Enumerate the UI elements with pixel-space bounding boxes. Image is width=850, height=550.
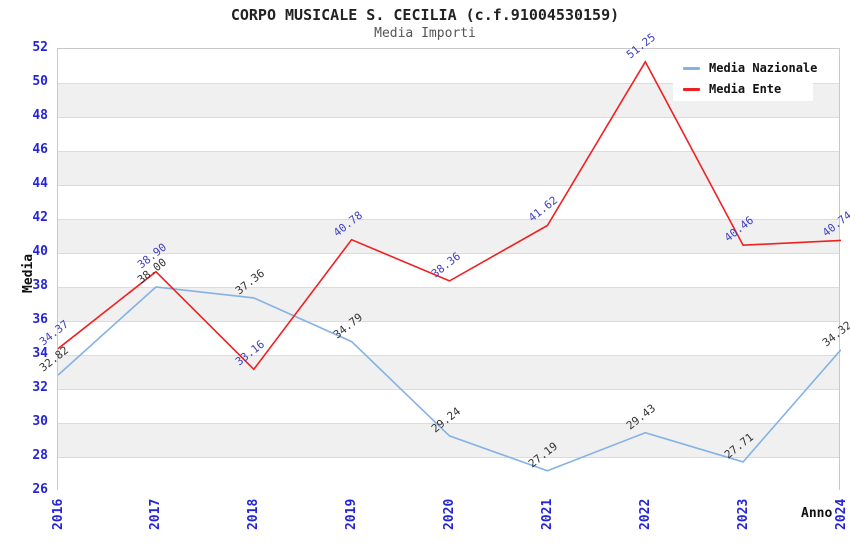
plot-band (58, 321, 839, 355)
y-tick-label: 36 (32, 312, 48, 327)
gridline (58, 321, 839, 322)
y-tick-label: 26 (32, 482, 48, 497)
legend-item-media-ente: Media Ente (683, 82, 813, 96)
x-tick-label: 2022 (637, 498, 653, 530)
series-lines (58, 60, 841, 472)
x-tick-label: 2024 (833, 498, 849, 530)
y-axis-title: Media (21, 253, 36, 293)
plot-band (58, 389, 839, 423)
legend-swatch-icon (683, 87, 700, 91)
y-tick-label: 30 (32, 414, 48, 429)
chart-subtitle: Media Importi (374, 26, 476, 41)
y-tick-label: 46 (32, 142, 48, 157)
x-tick-label: 2019 (344, 498, 360, 530)
x-tick-label: 2021 (539, 498, 555, 530)
plot-band (58, 355, 839, 389)
y-tick-label: 44 (32, 176, 48, 191)
plot-band (58, 185, 839, 219)
gridline (58, 423, 839, 424)
plot-area (57, 48, 841, 491)
plot-band (58, 117, 839, 151)
y-tick-label: 52 (32, 40, 48, 55)
gridline (58, 117, 839, 118)
gridline (58, 185, 839, 186)
gridline (58, 389, 839, 390)
y-tick-label: 34 (32, 346, 48, 361)
x-tick-label: 2016 (50, 498, 66, 530)
gridline (58, 253, 839, 254)
y-tick-label: 28 (32, 448, 48, 463)
y-tick-label: 38 (32, 278, 48, 293)
legend: Media Nazionale Media Ente (673, 56, 817, 101)
gridline (58, 457, 839, 458)
x-tick-label: 2018 (246, 498, 262, 530)
x-axis-title: Anno (801, 506, 833, 521)
y-tick-label: 32 (32, 380, 48, 395)
y-tick-label: 50 (32, 74, 48, 89)
gridline (58, 219, 839, 220)
series-line-media-ente (58, 60, 841, 371)
gridline (58, 355, 839, 356)
series-line-media-nazionale (58, 286, 841, 472)
gridline (58, 287, 839, 288)
y-tick-label: 40 (32, 244, 48, 259)
x-tick-label: 2020 (442, 498, 457, 530)
gridline (58, 151, 839, 152)
y-tick-label: 42 (32, 210, 48, 225)
legend-label: Media Nazionale (709, 61, 818, 75)
y-tick-label: 48 (32, 108, 48, 123)
plot-band (58, 457, 839, 491)
legend-item-media-nazionale: Media Nazionale (683, 61, 817, 75)
plot-band (58, 219, 839, 253)
legend-swatch-icon (683, 66, 700, 70)
gridline (58, 83, 839, 84)
chart-title: CORPO MUSICALE S. CECILIA (c.f.910045301… (230, 6, 620, 24)
x-tick-label: 2023 (735, 498, 751, 530)
x-tick-label: 2017 (148, 498, 164, 530)
legend-label: Media Ente (709, 82, 782, 96)
